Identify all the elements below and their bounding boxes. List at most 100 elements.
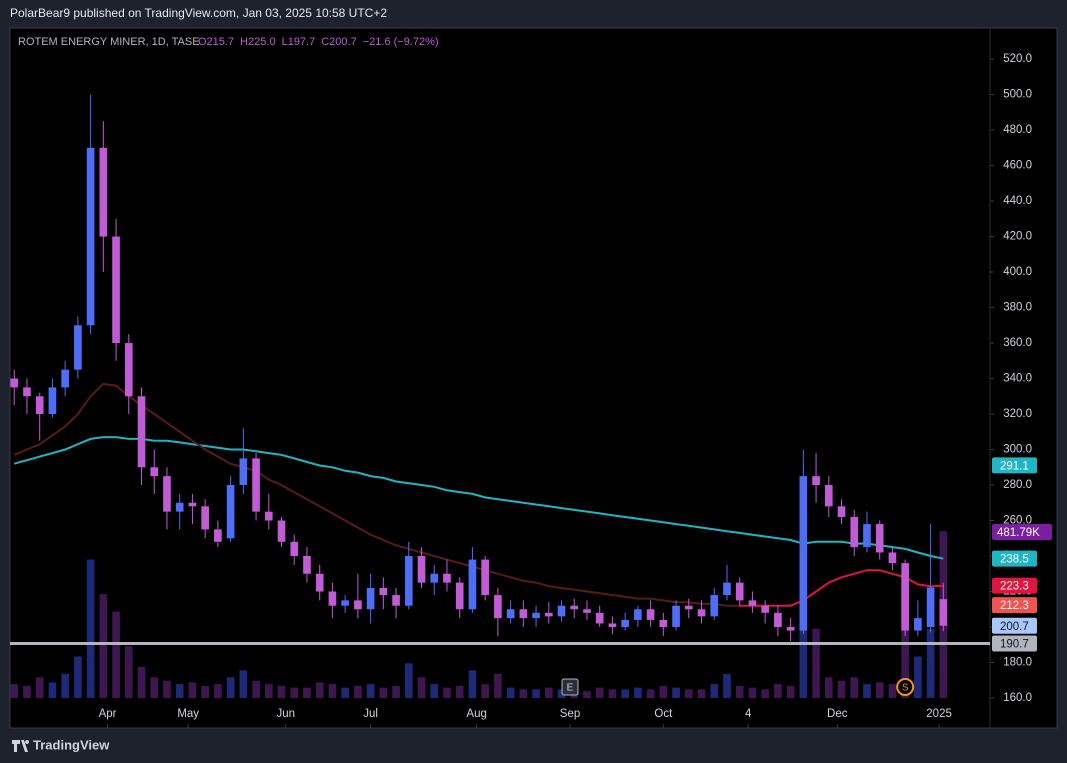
x-tick-label: 4 (745, 708, 752, 720)
volume-bar (214, 684, 222, 699)
candle-body (723, 582, 731, 596)
volume-bar (201, 685, 209, 699)
candle-body (175, 502, 184, 512)
volume-bar (10, 684, 19, 699)
volume-bar (61, 673, 69, 699)
candle-body (35, 396, 44, 415)
volume-bar (557, 689, 566, 699)
x-tick-label: Aug (466, 708, 486, 720)
candle-body (404, 556, 413, 606)
publisher-header: PolarBear9 published on TradingView.com,… (10, 6, 387, 20)
candle-body (226, 485, 235, 539)
volume-bar (926, 628, 935, 699)
candle-body (837, 506, 846, 517)
candle-body (23, 387, 31, 397)
volume-bar (379, 687, 388, 699)
moving-average (13, 436, 944, 560)
volume-bar (112, 611, 120, 699)
x-tick-label: Dec (827, 708, 848, 720)
candle-body (494, 595, 502, 619)
candle-body (583, 609, 591, 613)
candle-body (86, 147, 95, 326)
ohlc-value: C200.7 (321, 36, 356, 48)
price-label-box (992, 635, 1037, 652)
candle-body (544, 612, 553, 617)
candle-body (506, 609, 515, 619)
price-label-box (992, 457, 1037, 474)
candle-body (239, 458, 248, 486)
candle-body (455, 582, 464, 610)
event-label: S (902, 683, 909, 694)
candle-body (914, 618, 922, 631)
candle-body (519, 609, 528, 619)
y-tick-label: 380.0 (1003, 302, 1032, 314)
volume-bar (494, 673, 502, 699)
candle-body (901, 563, 909, 631)
axes: 160.0180.0200.0220.0240.0260.0280.0300.0… (99, 53, 1052, 728)
y-tick-label: 480.0 (1003, 124, 1032, 136)
volume-bar (137, 666, 146, 699)
candle-body (761, 605, 769, 613)
candle-body (786, 627, 795, 631)
price-label: 190.7 (1000, 639, 1029, 651)
footer-brand: TradingView (33, 737, 110, 752)
x-tick-label: Sep (560, 708, 580, 720)
volume-bar (175, 684, 184, 699)
volume-bar (786, 685, 795, 699)
y-tick-label: 280.0 (1003, 479, 1032, 491)
candle-body (875, 524, 884, 553)
candle-body (430, 573, 439, 583)
candle-body (939, 599, 948, 626)
x-tick-label: 2025 (926, 708, 952, 720)
volume-bar (303, 687, 311, 699)
volume-bar (506, 687, 515, 699)
price-label-box (992, 577, 1037, 594)
volume-bar (519, 689, 528, 699)
candle-body (366, 587, 375, 610)
volume-bar (417, 677, 426, 699)
volume-bar (226, 677, 235, 699)
y-tick-label: 400.0 (1003, 266, 1032, 278)
volume-bar (35, 677, 44, 699)
volume-bar (723, 673, 731, 699)
ohlc-legend: O215.7 H225.0 L197.7 C200.7 −21.6 (−9.72%) (198, 36, 439, 48)
volume-bar (404, 663, 413, 699)
volume-bar (710, 684, 719, 699)
candle-body (48, 387, 57, 415)
event-label: E (567, 683, 574, 694)
volume-bar (430, 684, 439, 699)
volume-bar (621, 689, 629, 699)
candle-body (112, 236, 120, 344)
price-label-box (992, 617, 1037, 634)
volume-bar (392, 685, 400, 699)
candle-body (188, 502, 197, 507)
candle-body (557, 605, 566, 617)
volume-bar (74, 656, 82, 699)
volume-bar (634, 687, 642, 699)
volume-bar (264, 684, 273, 699)
candle-body (634, 609, 642, 620)
volume-bar (646, 689, 655, 699)
candle-body (290, 541, 299, 557)
candle-body (303, 556, 311, 574)
volume-bar (875, 682, 884, 699)
y-tick-label: 160.0 (1003, 692, 1032, 704)
volume-bar (99, 594, 108, 699)
candle-body (812, 476, 820, 486)
candle-body (659, 619, 668, 628)
volume-bar (659, 685, 668, 699)
volume-bar (684, 689, 693, 699)
price-label: 238.5 (1000, 554, 1029, 566)
price-label: 291.1 (1000, 460, 1029, 472)
volume-bar (48, 682, 57, 699)
candle-body (341, 600, 349, 606)
price-label: 212.3 (1000, 600, 1029, 612)
candle-body (354, 600, 362, 610)
chart-panel (9, 27, 1058, 729)
x-tick-label: Jun (276, 708, 295, 720)
volume-label-box (992, 524, 1052, 540)
volume-bar (735, 685, 744, 699)
candle-body (608, 623, 617, 628)
candle-body (481, 559, 489, 596)
volume-bar (468, 670, 477, 699)
